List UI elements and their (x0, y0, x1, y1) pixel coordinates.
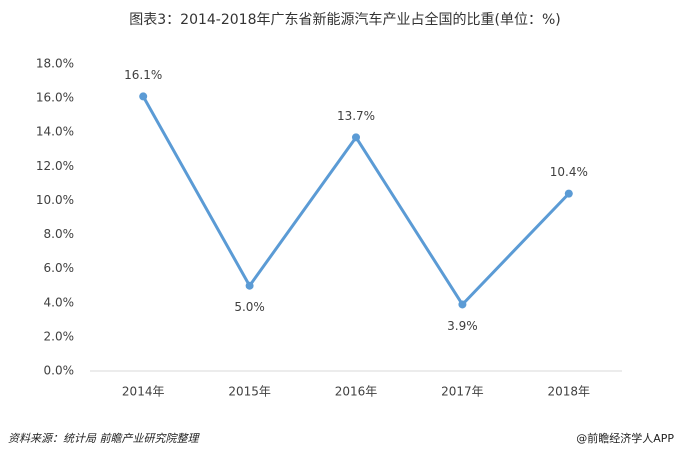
data-label: 5.0% (234, 300, 265, 314)
data-label: 16.1% (124, 68, 162, 82)
chart-title: 图表3：2014-2018年广东省新能源汽车产业占全国的比重(单位：%) (129, 11, 560, 28)
y-tick-label: 6.0% (44, 261, 75, 275)
y-tick-label: 14.0% (36, 125, 74, 139)
x-tick-label: 2016年 (335, 385, 378, 399)
y-tick-label: 10.0% (36, 193, 74, 207)
line (141, 95, 570, 306)
y-tick-label: 8.0% (44, 227, 75, 241)
data-label: 13.7% (337, 109, 375, 123)
point (564, 189, 573, 198)
x-tick-label: 2014年 (122, 385, 165, 399)
y-tick-label: 16.0% (36, 91, 74, 105)
data-label: 3.9% (447, 319, 478, 333)
point (352, 133, 360, 142)
data-label: 10.4% (550, 165, 588, 179)
x-tick-label: 2018年 (548, 385, 591, 399)
y-tick-label: 12.0% (36, 159, 74, 173)
y-tick-label: 18.0% (36, 57, 74, 71)
point (458, 300, 467, 309)
point (245, 281, 254, 290)
y-tick-label: 2.0% (44, 329, 75, 343)
point (139, 92, 148, 101)
x-tick-label: 2017年 (441, 385, 484, 399)
y-tick-label: 4.0% (44, 295, 75, 309)
footer: @前瞻经济学人APP (576, 431, 674, 445)
x-tick-label: 2015年 (228, 385, 271, 399)
y-tick-label: 0.0% (44, 364, 75, 378)
source-note: 资料来源：统计局 前瞻产业研究院整理 (8, 432, 200, 445)
